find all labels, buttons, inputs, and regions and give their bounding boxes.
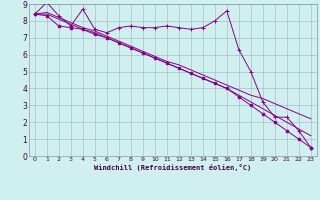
X-axis label: Windchill (Refroidissement éolien,°C): Windchill (Refroidissement éolien,°C)	[94, 164, 252, 171]
